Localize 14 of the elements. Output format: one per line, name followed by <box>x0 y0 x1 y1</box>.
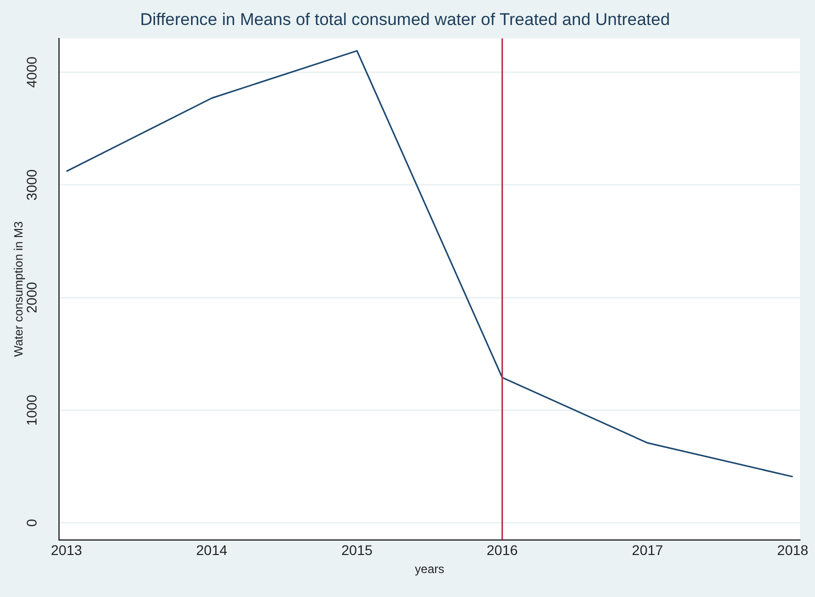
x-tick-label: 2017 <box>632 542 664 558</box>
y-tick-label: 3000 <box>23 169 40 200</box>
x-tick-label: 2015 <box>341 542 373 558</box>
y-tick-label: 2000 <box>23 282 40 314</box>
y-axis-title: Water consumption in M3 <box>12 220 26 357</box>
x-axis-title: years <box>414 562 444 576</box>
x-tick-label: 2014 <box>196 542 228 558</box>
x-tick-label: 2016 <box>486 542 518 558</box>
x-tick-label: 2018 <box>777 542 809 558</box>
chart-title: Difference in Means of total consumed water of Treated and Untreated <box>140 10 670 29</box>
x-tick-label: 2013 <box>50 542 82 558</box>
y-tick-label: 1000 <box>23 394 40 426</box>
y-tick-label: 0 <box>23 518 40 527</box>
y-tick-label: 4000 <box>23 56 40 88</box>
